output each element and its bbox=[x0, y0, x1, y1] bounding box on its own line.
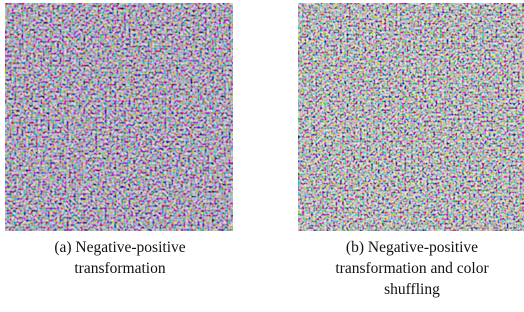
noise-image bbox=[5, 3, 233, 231]
noise-image bbox=[298, 3, 524, 231]
caption: (b) Negative-positive transformation and… bbox=[306, 237, 518, 300]
tint bbox=[5, 3, 233, 231]
caption: (a) Negative-positive transformation bbox=[34, 237, 206, 279]
panel-b bbox=[298, 3, 524, 231]
panel-a bbox=[5, 3, 233, 231]
figure-page: (a) Negative-positive transformation (b)… bbox=[0, 0, 524, 312]
tint bbox=[298, 3, 524, 231]
